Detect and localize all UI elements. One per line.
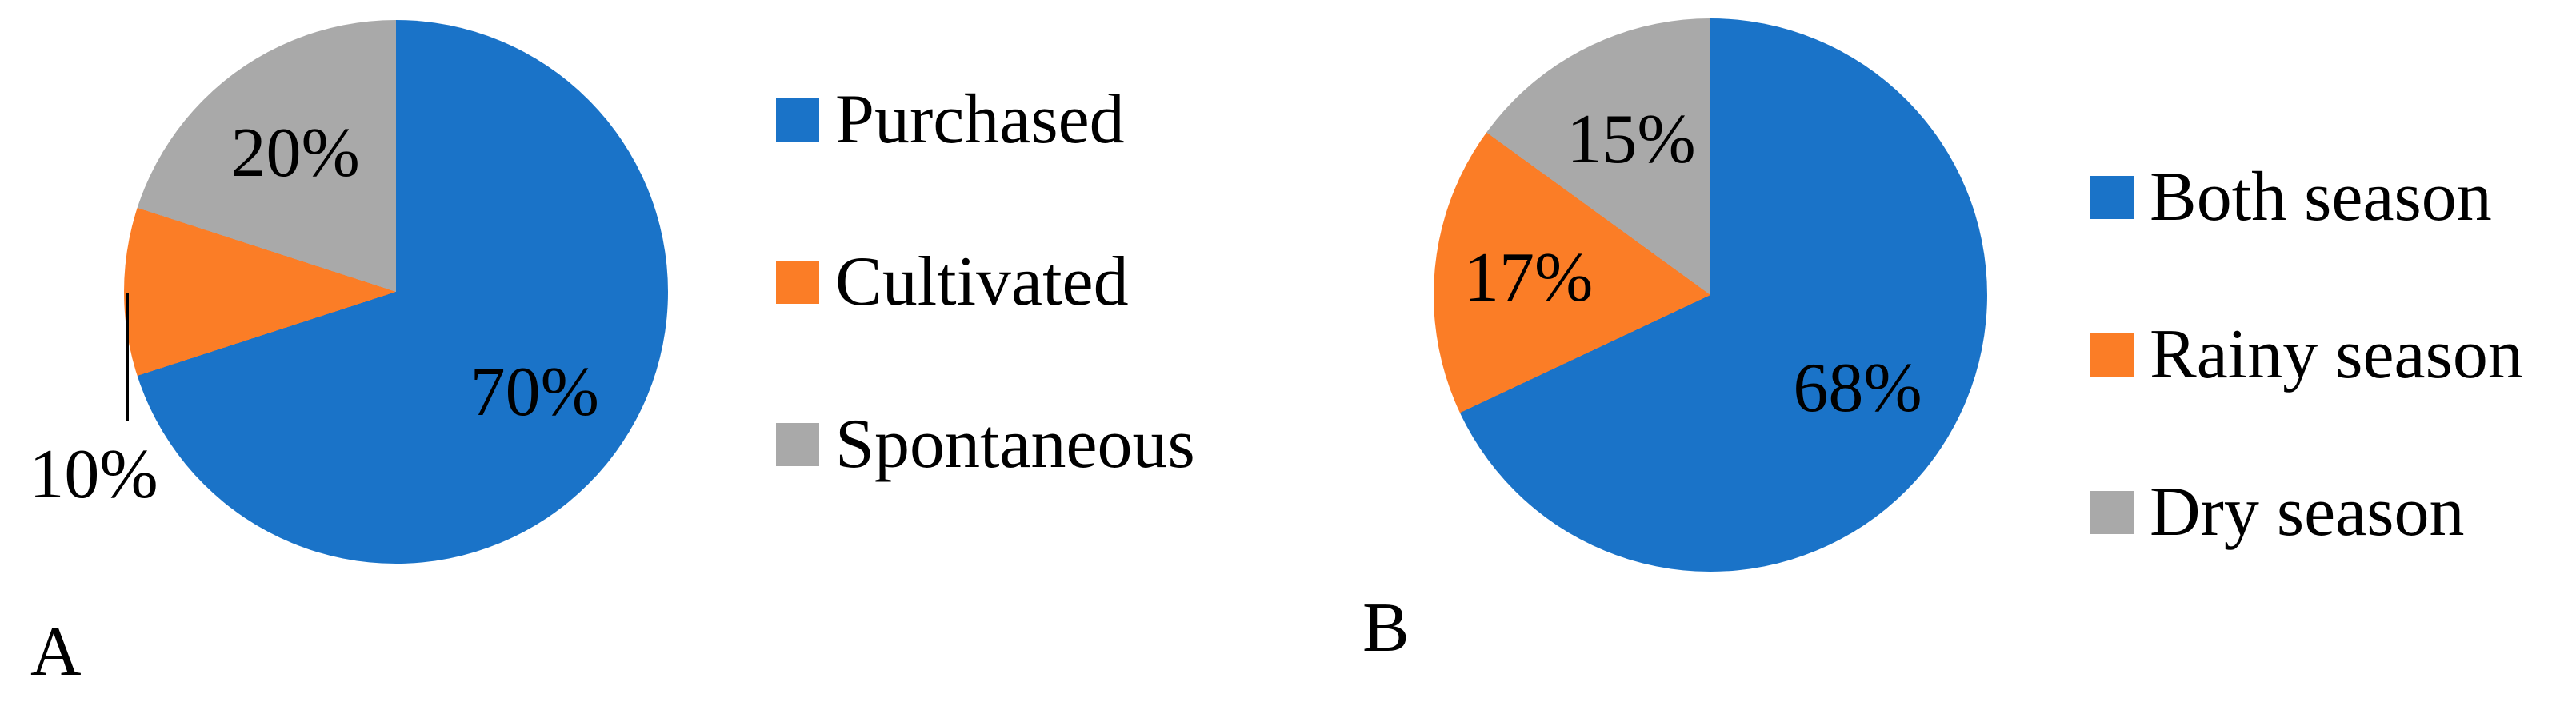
legend-item-both-season: Both season [2090,162,2492,233]
legend-label-rainy-season: Rainy season [2150,316,2523,393]
legend-label-spontaneous: Spontaneous [835,405,1195,483]
pie-slice-label-rainy-season: 17% [1463,238,1594,317]
legend-item-dry-season: Dry season [2090,477,2464,548]
legend-swatch-purchased [776,98,819,142]
pie-slice-label-spontaneous: 20% [230,114,360,192]
legend-swatch-rainy-season [2090,333,2134,377]
legend-swatch-dry-season [2090,491,2134,534]
legend-swatch-both-season [2090,176,2134,219]
legend-item-purchased: Purchased [776,85,1125,155]
legend-item-cultivated: Cultivated [776,247,1129,317]
legend-swatch-cultivated [776,261,819,304]
pie-a-outside-label-cultivated: 10% [29,436,158,513]
legend-item-spontaneous: Spontaneous [776,409,1195,480]
leader-line-cultivated [126,293,129,421]
pie-chart-a: 70% 20% [124,20,668,564]
pie-chart-b: 68% 17% 15% [1434,18,1987,572]
pie-slice-label-purchased: 70% [470,353,599,431]
pie-slice-label-dry-season: 15% [1566,100,1696,178]
legend-label-cultivated: Cultivated [835,243,1129,321]
panel-letter-a: A [30,613,82,691]
legend-label-both-season: Both season [2150,158,2492,236]
legend-label-purchased: Purchased [835,81,1125,158]
pie-slice-label-both-season: 68% [1793,349,1922,427]
legend-label-dry-season: Dry season [2150,473,2465,551]
panel-letter-b: B [1362,589,1410,667]
legend-item-rainy-season: Rainy season [2090,320,2523,390]
legend-swatch-spontaneous [776,423,819,466]
